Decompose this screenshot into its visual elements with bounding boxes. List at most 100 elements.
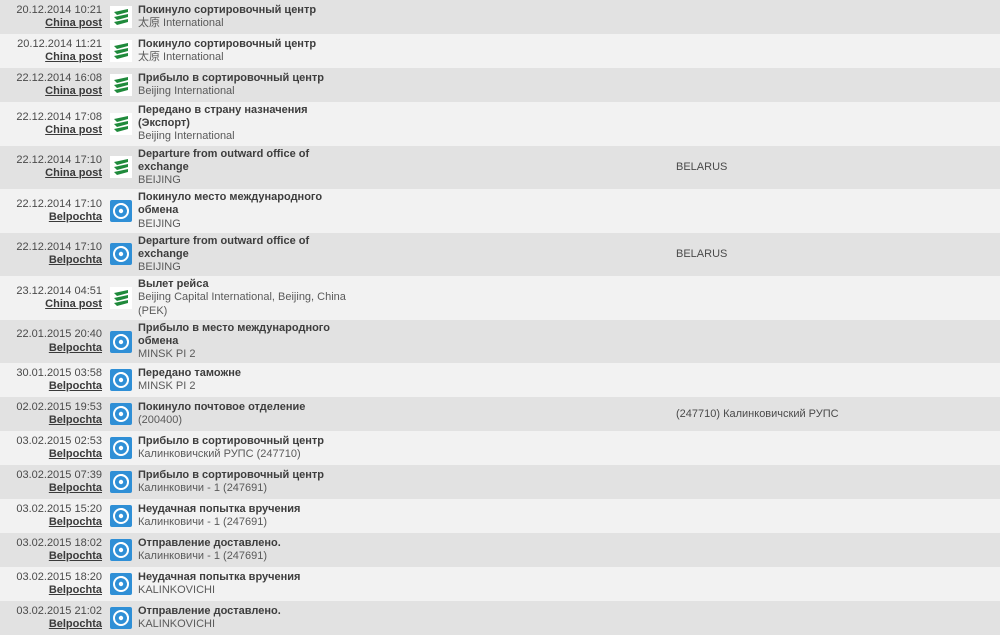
carrier-icon-cell [108, 363, 134, 397]
datetime-cell: 22.12.2014 16:08China post [0, 68, 108, 102]
carrier-link[interactable]: Belpochta [4, 482, 102, 495]
carrier-icon-cell [108, 431, 134, 465]
status-location: KALINKOVICHI [138, 584, 355, 597]
spacer-cell [359, 233, 672, 277]
spacer-cell [359, 0, 672, 34]
destination-cell [672, 431, 1000, 465]
chinapost-icon [110, 6, 132, 28]
destination-cell [672, 34, 1000, 68]
status-title: Неудачная попытка вручения [138, 503, 355, 516]
status-cell: Покинуло почтовое отделение(200400) [134, 397, 359, 431]
datetime-cell: 23.12.2014 04:51China post [0, 276, 108, 320]
status-location: (200400) [138, 414, 355, 427]
destination-cell [672, 276, 1000, 320]
carrier-icon-cell [108, 533, 134, 567]
spacer-cell [359, 68, 672, 102]
datetime-cell: 20.12.2014 11:21China post [0, 34, 108, 68]
tracking-row: 22.12.2014 17:10China post Departure fro… [0, 146, 1000, 190]
destination-cell [672, 363, 1000, 397]
tracking-row: 30.01.2015 03:58Belpochta Передано тамож… [0, 363, 1000, 397]
belpochta-icon [110, 369, 132, 391]
carrier-link[interactable]: China post [4, 124, 102, 137]
status-title: Прибыло в место международного обмена [138, 322, 355, 348]
status-cell: Неудачная попытка врученияKALINKOVICHI [134, 567, 359, 601]
carrier-link[interactable]: China post [4, 298, 102, 311]
datetime-text: 22.12.2014 16:08 [4, 72, 102, 85]
carrier-link[interactable]: Belpochta [4, 550, 102, 563]
carrier-link[interactable]: Belpochta [4, 380, 102, 393]
datetime-text: 23.12.2014 04:51 [4, 285, 102, 298]
status-location: Калинковичи - 1 (247691) [138, 550, 355, 563]
status-cell: Неудачная попытка врученияКалинковичи - … [134, 499, 359, 533]
tracking-row: 03.02.2015 18:20Belpochta Неудачная попы… [0, 567, 1000, 601]
chinapost-icon [110, 40, 132, 62]
datetime-cell: 30.01.2015 03:58Belpochta [0, 363, 108, 397]
tracking-row: 22.12.2014 17:10Belpochta Departure from… [0, 233, 1000, 277]
carrier-link[interactable]: China post [4, 167, 102, 180]
destination-cell [672, 533, 1000, 567]
tracking-row: 03.02.2015 02:53Belpochta Прибыло в сорт… [0, 431, 1000, 465]
belpochta-icon [110, 539, 132, 561]
carrier-link[interactable]: Belpochta [4, 254, 102, 267]
belpochta-icon [110, 437, 132, 459]
destination-cell [672, 0, 1000, 34]
datetime-cell: 03.02.2015 07:39Belpochta [0, 465, 108, 499]
datetime-text: 22.12.2014 17:08 [4, 111, 102, 124]
status-title: Вылет рейса [138, 278, 355, 291]
carrier-link[interactable]: Belpochta [4, 342, 102, 355]
chinapost-icon [110, 113, 132, 135]
datetime-cell: 22.12.2014 17:10Belpochta [0, 189, 108, 233]
carrier-icon-cell [108, 146, 134, 190]
status-location: MINSK PI 2 [138, 380, 355, 393]
spacer-cell [359, 146, 672, 190]
tracking-row: 20.12.2014 11:21China post Покинуло сорт… [0, 34, 1000, 68]
status-title: Передано в страну назначения (Экспорт) [138, 104, 355, 130]
status-location: BEIJING [138, 261, 355, 274]
destination-cell [672, 189, 1000, 233]
datetime-cell: 02.02.2015 19:53Belpochta [0, 397, 108, 431]
datetime-cell: 03.02.2015 02:53Belpochta [0, 431, 108, 465]
status-title: Departure from outward office of exchang… [138, 148, 355, 174]
spacer-cell [359, 276, 672, 320]
carrier-link[interactable]: Belpochta [4, 211, 102, 224]
datetime-cell: 03.02.2015 18:20Belpochta [0, 567, 108, 601]
datetime-text: 03.02.2015 07:39 [4, 469, 102, 482]
carrier-link[interactable]: China post [4, 85, 102, 98]
status-title: Departure from outward office of exchang… [138, 235, 355, 261]
spacer-cell [359, 499, 672, 533]
tracking-row: 03.02.2015 07:39Belpochta Прибыло в сорт… [0, 465, 1000, 499]
datetime-text: 22.01.2015 20:40 [4, 328, 102, 341]
carrier-link[interactable]: Belpochta [4, 584, 102, 597]
spacer-cell [359, 431, 672, 465]
belpochta-icon [110, 200, 132, 222]
carrier-link[interactable]: Belpochta [4, 618, 102, 631]
status-location: Калинковичи - 1 (247691) [138, 482, 355, 495]
carrier-link[interactable]: China post [4, 17, 102, 30]
tracking-row: 22.12.2014 16:08China post Прибыло в сор… [0, 68, 1000, 102]
status-cell: Передано в страну назначения (Экспорт)Be… [134, 102, 359, 146]
status-cell: Отправление доставлено.KALINKOVICHI [134, 601, 359, 635]
carrier-link[interactable]: Belpochta [4, 516, 102, 529]
spacer-cell [359, 601, 672, 635]
status-title: Покинуло почтовое отделение [138, 401, 355, 414]
tracking-row: 03.02.2015 21:02Belpochta Отправление до… [0, 601, 1000, 635]
belpochta-icon [110, 331, 132, 353]
status-cell: Прибыло в место международного обменаMIN… [134, 320, 359, 364]
datetime-text: 30.01.2015 03:58 [4, 367, 102, 380]
carrier-link[interactable]: Belpochta [4, 448, 102, 461]
carrier-link[interactable]: Belpochta [4, 414, 102, 427]
carrier-icon-cell [108, 189, 134, 233]
datetime-text: 03.02.2015 15:20 [4, 503, 102, 516]
datetime-text: 22.12.2014 17:10 [4, 154, 102, 167]
datetime-cell: 03.02.2015 15:20Belpochta [0, 499, 108, 533]
spacer-cell [359, 533, 672, 567]
belpochta-icon [110, 573, 132, 595]
status-cell: Departure from outward office of exchang… [134, 233, 359, 277]
status-title: Отправление доставлено. [138, 605, 355, 618]
destination-cell: (247710) Калинковичский РУПС [672, 397, 1000, 431]
carrier-link[interactable]: China post [4, 51, 102, 64]
status-location: BEIJING [138, 218, 355, 231]
status-title: Покинуло сортировочный центр [138, 4, 355, 17]
datetime-cell: 22.12.2014 17:10China post [0, 146, 108, 190]
destination-cell [672, 465, 1000, 499]
